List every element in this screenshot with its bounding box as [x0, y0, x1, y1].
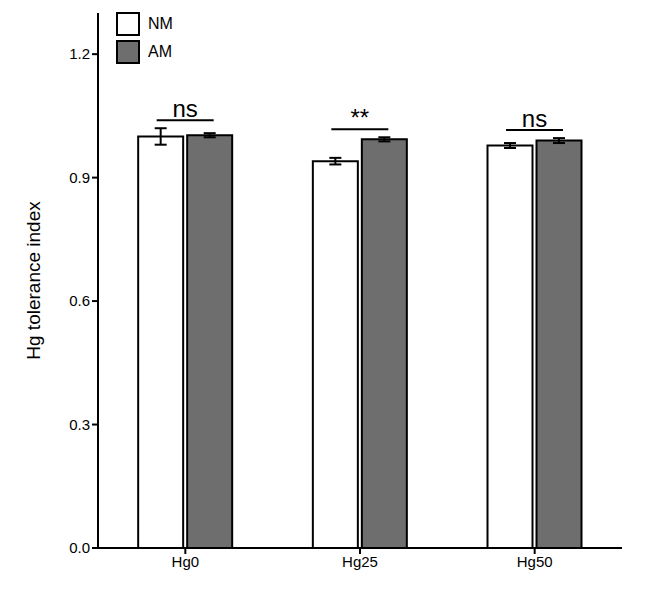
html-text:NM: NM: [148, 15, 173, 32]
html-text:AM: AM: [148, 43, 172, 60]
svg-text:0.9: 0.9: [69, 169, 90, 186]
svg-text:1.2: 1.2: [69, 45, 90, 62]
svg-text:0.6: 0.6: [69, 292, 90, 309]
svg-text:ns: ns: [172, 95, 197, 122]
svg-text:Hg50: Hg50: [517, 553, 553, 570]
svg-text:Hg25: Hg25: [342, 553, 378, 570]
svg-text:ns: ns: [522, 105, 547, 132]
svg-text:**: **: [350, 104, 369, 131]
svg-text:Hg0: Hg0: [172, 553, 200, 570]
svg-text:0.0: 0.0: [69, 539, 90, 556]
svg-text:Hg tolerance index: Hg tolerance index: [23, 201, 44, 360]
svg-text:0.3: 0.3: [69, 416, 90, 433]
